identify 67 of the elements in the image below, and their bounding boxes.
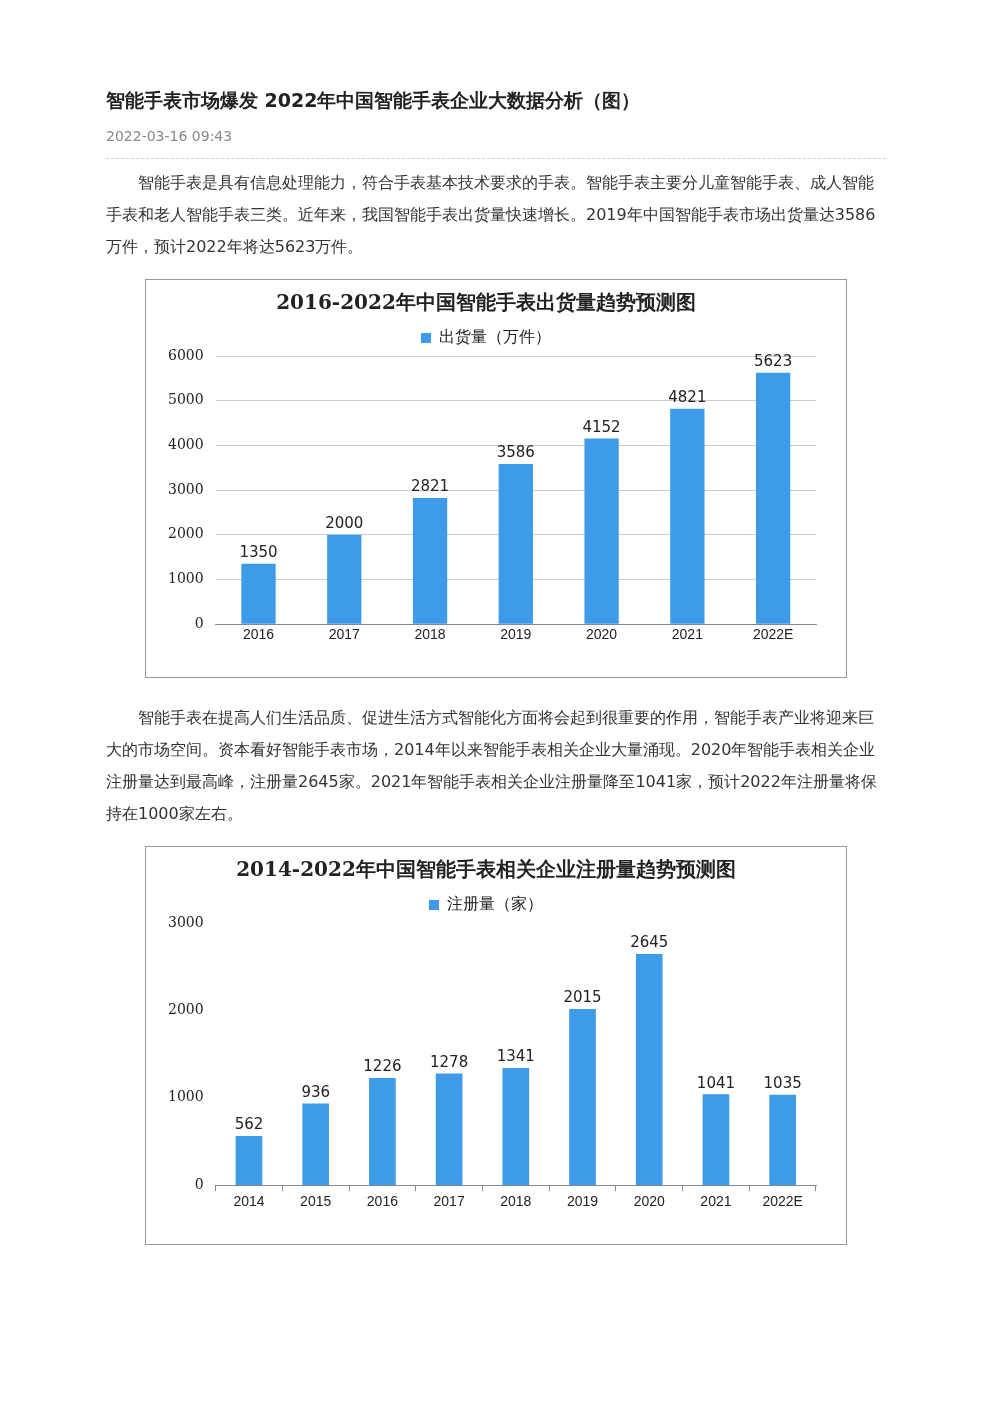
data-label: 1035: [763, 1074, 802, 1093]
x-tick-label: 2014: [233, 1193, 265, 1210]
x-tick-label: 2019: [566, 1193, 599, 1210]
bar: [302, 1103, 330, 1186]
bar: [584, 438, 619, 624]
y-tick-label: 3000: [167, 480, 204, 497]
data-label: 1278: [430, 1052, 469, 1071]
data-label: 2821: [410, 477, 450, 496]
chart-title: 2014-2022年中国智能手表相关企业注册量趋势预测图: [236, 857, 736, 882]
bar: [435, 1073, 463, 1186]
y-tick-label: 1000: [167, 1088, 204, 1105]
data-label: 1226: [363, 1057, 402, 1076]
x-tick-label: 2015: [300, 1193, 332, 1210]
text: 2022-03-16 09:43: [106, 128, 886, 159]
bar: [498, 463, 533, 624]
x-tick-label: 2018: [414, 626, 446, 643]
y-tick-label: 0: [194, 614, 204, 631]
data-label: 1350: [239, 543, 278, 562]
bar: [327, 534, 362, 624]
y-tick-label: 6000: [167, 346, 204, 363]
x-tick-label: 2021: [700, 1193, 732, 1210]
x-tick-label: 2020: [586, 626, 618, 643]
bar: [702, 1094, 730, 1186]
y-tick-label: 4000: [167, 436, 204, 453]
text: 智能手表在提高人们生活品质、促进生活方式智能化方面将会起到很重要的作用，智能手表产业将迎来巨大的市场空间。资本看好智能手表市场，2014年以来智能手表相关企业大量涌现。2020年智能手表相关企业注册量达到最高峰，注册量2645家。2021年智能手表相关企业注册量降至1041家，预计2022年注册量将保持在1000家左右。: [106, 707, 878, 825]
bar: [670, 408, 705, 624]
text: 智能手表市场爆发 2022年中国智能手表企业大数据分析（图）: [106, 88, 642, 113]
data-label: 4821: [668, 388, 707, 407]
y-tick-label: 2000: [167, 1001, 204, 1018]
data-label: 5623: [754, 352, 793, 371]
x-tick-label: 2022E: [752, 626, 794, 643]
data-label: 2000: [325, 514, 364, 533]
bar: [412, 498, 448, 624]
x-tick-label: 2022E: [762, 1193, 803, 1210]
data-label: 4152: [582, 418, 621, 436]
x-tick-label: 2017: [433, 1193, 465, 1210]
data-label: 1341: [496, 1047, 535, 1066]
bar: [502, 1068, 530, 1186]
x-tick-label: 2018: [500, 1193, 532, 1210]
legend-label: 注册量（家）: [447, 894, 543, 914]
bar: [569, 1009, 596, 1186]
data-label: 1041: [696, 1073, 736, 1092]
legend-label: 出货量（万件）: [439, 327, 551, 347]
x-tick-label: 2021: [671, 626, 704, 643]
bar: [755, 372, 791, 624]
x-tick-label: 2019: [500, 626, 532, 643]
bar: [769, 1094, 796, 1186]
bar: [635, 954, 663, 1186]
y-tick-label: 3000: [167, 913, 204, 930]
data-label: 2645: [630, 933, 669, 952]
bar: [235, 1136, 263, 1186]
bar: [369, 1078, 396, 1186]
data-label: 2015: [563, 988, 602, 1007]
y-tick-label: 5000: [167, 391, 204, 408]
text: 智能手表是具有信息处理能力，符合手表基本技术要求的手表。智能手表主要分儿童智能手表、成人智能手表和老人智能手表三类。近年来，我国智能手表出货量快速增长。2019年中国智能手表市场出货量达3586万件，预计2022年将达5623万件。: [106, 172, 877, 258]
y-tick-label: 2000: [167, 525, 204, 542]
data-label: 562: [234, 1115, 264, 1134]
x-tick-label: 2016: [366, 1193, 399, 1210]
x-tick-label: 2016: [242, 626, 275, 643]
x-tick-label: 2020: [633, 1193, 666, 1210]
data-label: 3586: [496, 443, 535, 462]
x-tick-label: 2017: [328, 626, 361, 643]
y-tick-label: 0: [194, 1175, 204, 1192]
y-tick-label: 1000: [167, 570, 204, 587]
bar: [241, 563, 276, 624]
chart-title: 2016-2022年中国智能手表出货量趋势预测图: [276, 290, 696, 315]
data-label: 936: [301, 1082, 331, 1101]
